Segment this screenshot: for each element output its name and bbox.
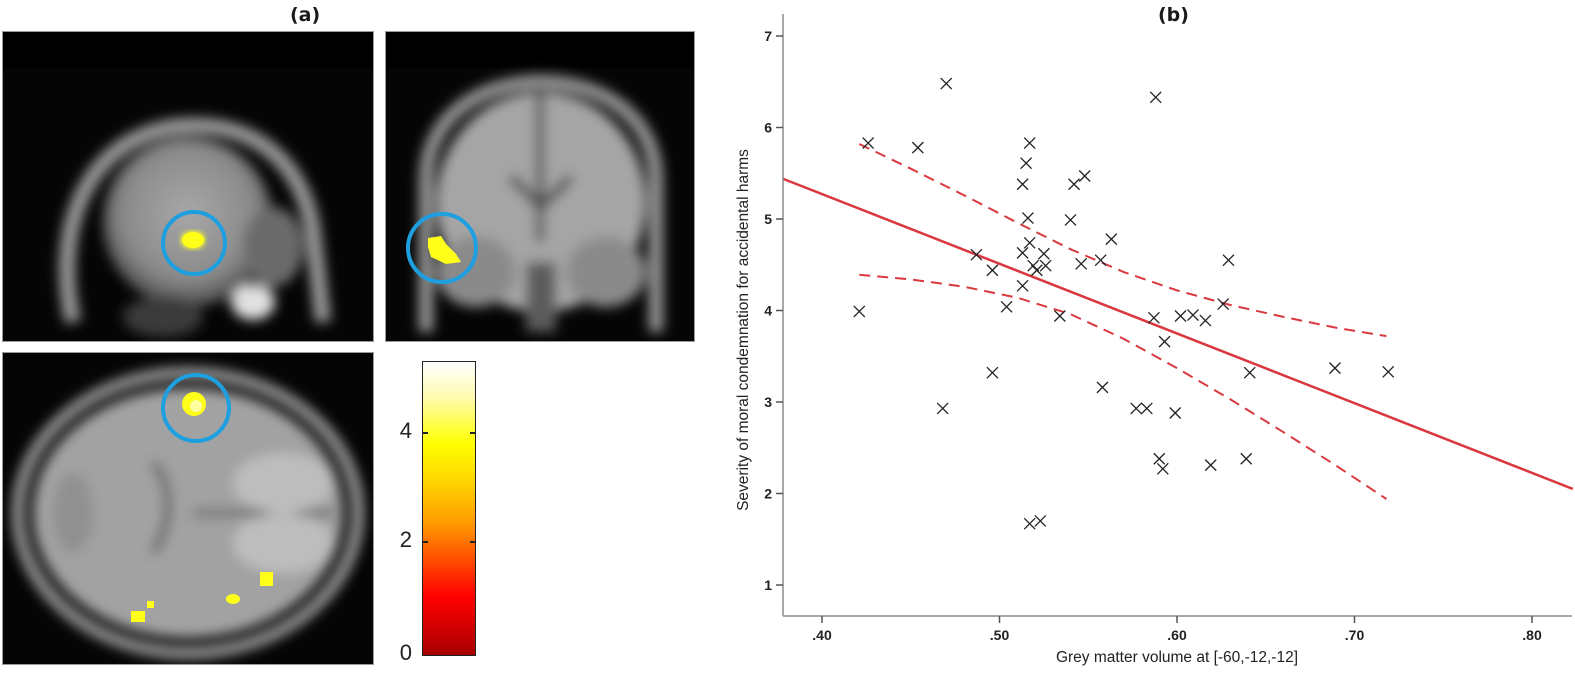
data-point-x-marker — [1158, 335, 1171, 348]
data-point-x-marker — [1130, 402, 1143, 415]
data-point-x-marker — [1204, 459, 1217, 472]
x-axis-title: Grey matter volume at [-60,-12,-12] — [1056, 649, 1298, 666]
x-axis-ticks: .40 .50 .60 .70 .80 — [812, 616, 1542, 643]
data-point-x-marker — [986, 264, 999, 277]
panel-b-label: (b) — [1158, 4, 1189, 26]
data-point-x-marker — [1149, 91, 1162, 104]
data-point-x-marker — [1382, 365, 1395, 378]
data-point-x-marker — [936, 402, 949, 415]
data-point-x-marker — [1023, 236, 1036, 249]
data-point-x-marker — [1037, 247, 1050, 260]
x-tick-label: .50 — [990, 627, 1010, 643]
x-tick-label: .80 — [1522, 627, 1542, 643]
x-tick-label: .40 — [812, 627, 832, 643]
activation-blob — [260, 572, 273, 586]
coronal-slice-image — [386, 32, 694, 341]
data-point-x-marker — [1030, 264, 1043, 277]
activation-blob — [226, 594, 240, 604]
data-point-x-marker — [853, 305, 866, 318]
data-point-x-marker — [1020, 157, 1033, 170]
y-axis-ticks: 1 2 3 4 5 6 7 — [764, 28, 783, 593]
data-point-x-marker — [1140, 402, 1153, 415]
data-point-x-marker — [1329, 362, 1341, 375]
panel-a-label: (a) — [290, 4, 321, 26]
data-point-x-marker — [862, 137, 875, 150]
data-point-x-marker — [1064, 213, 1077, 226]
data-point-x-marker — [1016, 178, 1029, 191]
axial-slice-image — [3, 353, 373, 664]
ci-upper-line — [858, 143, 1387, 338]
data-point-x-marker — [911, 141, 924, 154]
data-point-x-marker — [1222, 254, 1235, 267]
data-point-x-marker — [1096, 381, 1109, 394]
data-point-x-marker — [1187, 309, 1199, 322]
data-point-x-marker — [1021, 212, 1034, 225]
colorbar-tick-4: 4 — [399, 418, 412, 443]
data-point-x-marker — [1147, 311, 1160, 324]
y-tick-label: 4 — [764, 303, 772, 319]
data-point-x-marker — [1169, 407, 1182, 419]
y-tick-label: 5 — [764, 211, 772, 227]
data-point-x-marker — [1199, 314, 1212, 327]
regression-line — [782, 177, 1574, 491]
data-point-x-marker — [1240, 452, 1253, 465]
fit-lines — [782, 143, 1574, 500]
data-point-x-marker — [1034, 514, 1047, 527]
data-point-x-marker — [1105, 233, 1118, 246]
data-point-x-marker — [1023, 517, 1036, 530]
ci-lower-line — [859, 273, 1388, 500]
data-point-x-marker — [1023, 137, 1036, 150]
data-point-x-marker — [1068, 178, 1081, 191]
sagittal-slice-image — [3, 32, 373, 341]
activation-blob — [147, 601, 154, 608]
data-point-x-marker — [1094, 254, 1107, 267]
data-point-x-marker — [1075, 257, 1088, 270]
activation-blob — [428, 236, 461, 264]
brain-coronal-view — [385, 31, 695, 342]
data-point-x-marker — [1053, 310, 1066, 322]
y-tick-label: 1 — [764, 577, 772, 593]
data-point-x-marker — [1156, 462, 1169, 475]
data-point-x-marker — [1078, 170, 1091, 182]
colorbar-tick-2: 2 — [399, 527, 412, 552]
data-point-x-marker — [1153, 452, 1166, 465]
data-point-x-marker — [1039, 259, 1052, 272]
data-point-x-marker — [1016, 246, 1029, 259]
brain-sagittal-view — [2, 31, 374, 342]
data-point-x-marker — [1217, 298, 1230, 311]
y-tick-label: 3 — [764, 394, 772, 410]
y-tick-label: 2 — [764, 486, 772, 502]
data-point-x-marker — [1243, 366, 1256, 379]
intensity-colorbar — [422, 361, 476, 656]
data-point-x-marker — [1174, 310, 1187, 322]
y-tick-label: 6 — [764, 120, 772, 136]
highlight-circle — [161, 373, 231, 443]
data-point-x-marker — [986, 366, 999, 379]
highlight-circle — [406, 212, 478, 284]
brain-axial-view — [2, 352, 374, 665]
data-point-x-marker — [970, 248, 983, 261]
y-tick-label: 7 — [764, 28, 772, 44]
data-points — [853, 77, 1395, 530]
data-point-x-marker — [1000, 300, 1013, 313]
y-axis-title: Severity of moral condemnation for accid… — [735, 149, 752, 511]
highlight-circle — [161, 210, 227, 276]
data-point-x-marker — [1016, 279, 1029, 292]
x-tick-label: .60 — [1167, 627, 1187, 643]
colorbar-tick-0: 0 — [399, 640, 412, 665]
data-point-x-marker — [940, 77, 953, 90]
x-tick-label: .70 — [1345, 627, 1365, 643]
activation-blob — [131, 611, 145, 622]
